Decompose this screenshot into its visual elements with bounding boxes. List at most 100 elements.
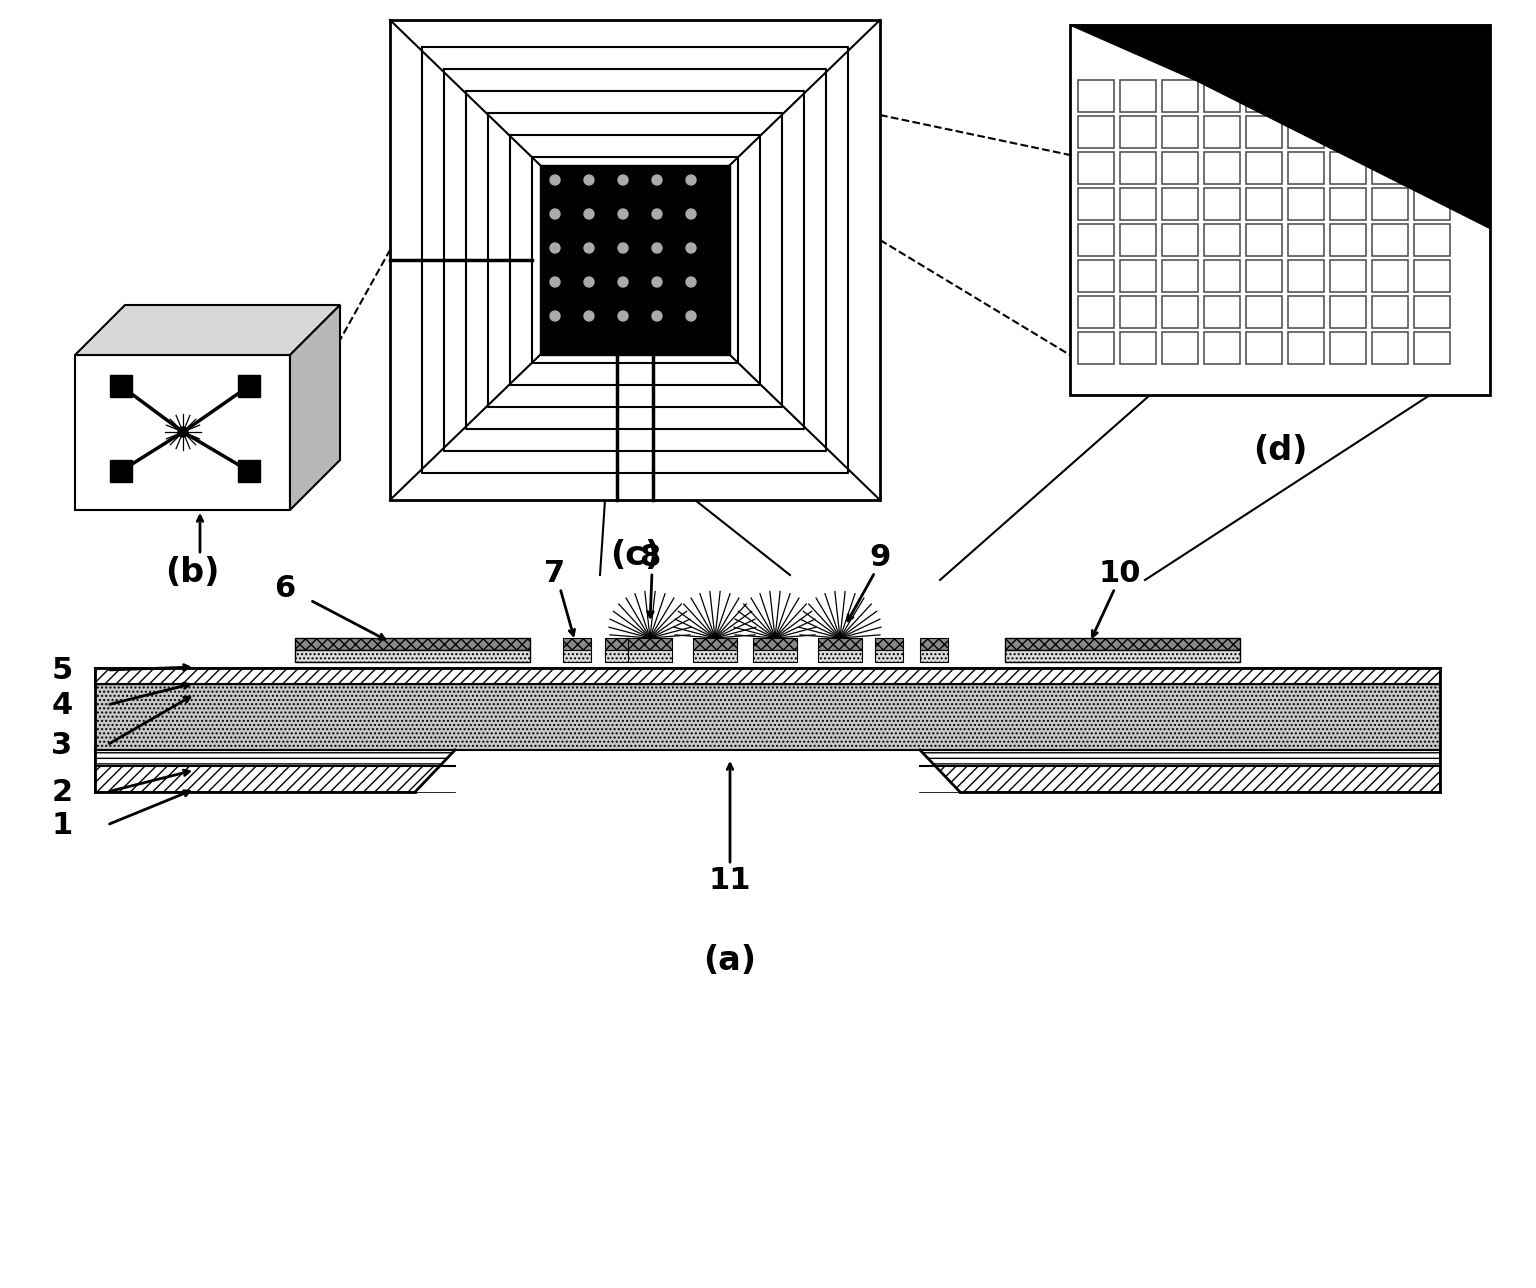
Bar bbox=[1246, 152, 1283, 184]
Bar bbox=[1246, 116, 1283, 148]
Circle shape bbox=[687, 175, 696, 185]
Bar bbox=[1415, 260, 1450, 292]
Polygon shape bbox=[75, 305, 339, 355]
Bar bbox=[1372, 224, 1409, 256]
Circle shape bbox=[651, 243, 662, 252]
Bar bbox=[1163, 224, 1198, 256]
Bar bbox=[1078, 80, 1114, 112]
Circle shape bbox=[651, 310, 662, 321]
Bar bbox=[1415, 224, 1450, 256]
Bar bbox=[95, 750, 455, 766]
Polygon shape bbox=[415, 750, 960, 792]
Bar bbox=[1246, 260, 1283, 292]
Circle shape bbox=[687, 277, 696, 287]
Bar bbox=[390, 21, 880, 500]
Bar bbox=[1005, 638, 1240, 650]
Bar bbox=[1120, 332, 1157, 365]
Bar bbox=[1372, 260, 1409, 292]
Circle shape bbox=[584, 243, 594, 252]
Bar bbox=[1372, 332, 1409, 365]
Bar bbox=[95, 684, 1441, 750]
Bar bbox=[95, 766, 455, 792]
Bar bbox=[111, 460, 132, 482]
Circle shape bbox=[687, 209, 696, 219]
Bar bbox=[1204, 296, 1240, 328]
Bar bbox=[1204, 152, 1240, 184]
Bar bbox=[1415, 152, 1450, 184]
Bar bbox=[1120, 260, 1157, 292]
Bar bbox=[753, 638, 797, 650]
Bar bbox=[1330, 80, 1366, 112]
Bar bbox=[605, 650, 633, 662]
Bar bbox=[1163, 260, 1198, 292]
Bar bbox=[295, 638, 530, 650]
Bar bbox=[920, 650, 948, 662]
Bar bbox=[1204, 188, 1240, 220]
Bar bbox=[1078, 260, 1114, 292]
Bar bbox=[1330, 188, 1366, 220]
Circle shape bbox=[584, 175, 594, 185]
Bar bbox=[1289, 296, 1324, 328]
Circle shape bbox=[687, 310, 696, 321]
Bar bbox=[605, 638, 633, 650]
Bar bbox=[1246, 188, 1283, 220]
Bar bbox=[1289, 260, 1324, 292]
Circle shape bbox=[584, 277, 594, 287]
Bar bbox=[920, 750, 1441, 766]
Bar bbox=[1078, 188, 1114, 220]
Bar bbox=[920, 638, 948, 650]
Circle shape bbox=[550, 175, 561, 185]
Text: 2: 2 bbox=[51, 778, 72, 806]
Bar bbox=[1120, 152, 1157, 184]
Bar bbox=[753, 650, 797, 662]
Bar bbox=[1078, 224, 1114, 256]
Bar bbox=[1204, 116, 1240, 148]
Bar bbox=[1415, 116, 1450, 148]
Bar bbox=[1330, 296, 1366, 328]
Circle shape bbox=[550, 277, 561, 287]
Bar bbox=[1163, 188, 1198, 220]
Text: 3: 3 bbox=[51, 730, 72, 760]
Circle shape bbox=[550, 243, 561, 252]
Bar bbox=[920, 766, 1441, 792]
Bar bbox=[95, 668, 1441, 684]
Bar bbox=[1415, 188, 1450, 220]
Text: 5: 5 bbox=[51, 656, 72, 684]
Bar bbox=[1289, 116, 1324, 148]
Bar bbox=[1330, 116, 1366, 148]
Bar bbox=[1005, 650, 1240, 662]
Circle shape bbox=[617, 277, 628, 287]
Circle shape bbox=[584, 209, 594, 219]
Bar bbox=[1120, 116, 1157, 148]
Bar bbox=[1078, 332, 1114, 365]
Bar bbox=[1163, 80, 1198, 112]
Circle shape bbox=[651, 209, 662, 219]
Bar bbox=[1289, 332, 1324, 365]
Text: (d): (d) bbox=[1253, 434, 1307, 466]
Bar bbox=[1415, 332, 1450, 365]
Bar bbox=[1078, 152, 1114, 184]
Text: 8: 8 bbox=[639, 542, 660, 572]
Bar bbox=[1415, 80, 1450, 112]
Bar bbox=[1246, 296, 1283, 328]
Bar bbox=[564, 650, 591, 662]
Circle shape bbox=[617, 243, 628, 252]
Bar bbox=[1372, 188, 1409, 220]
Text: 10: 10 bbox=[1098, 559, 1141, 587]
Bar bbox=[1289, 224, 1324, 256]
Bar bbox=[1120, 296, 1157, 328]
Bar bbox=[1372, 296, 1409, 328]
Bar bbox=[1372, 152, 1409, 184]
Circle shape bbox=[550, 209, 561, 219]
Bar bbox=[1071, 24, 1490, 395]
Bar bbox=[1330, 224, 1366, 256]
Bar bbox=[1289, 188, 1324, 220]
Bar bbox=[1330, 152, 1366, 184]
Text: 6: 6 bbox=[275, 573, 295, 603]
Circle shape bbox=[651, 175, 662, 185]
Bar bbox=[628, 650, 673, 662]
Circle shape bbox=[550, 310, 561, 321]
Circle shape bbox=[617, 310, 628, 321]
Circle shape bbox=[617, 209, 628, 219]
Bar bbox=[1163, 332, 1198, 365]
